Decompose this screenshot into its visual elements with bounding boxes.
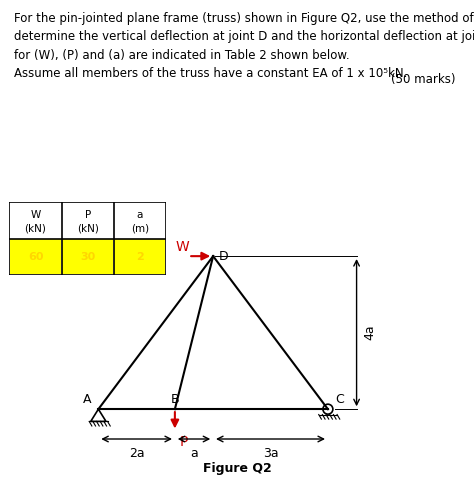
Text: A: A [83, 393, 91, 406]
Text: 2: 2 [136, 252, 144, 262]
Bar [62, 239, 113, 274]
Text: a: a [190, 447, 198, 460]
Text: 30: 30 [80, 252, 95, 262]
Text: 3a: 3a [263, 447, 278, 460]
Text: 2a: 2a [129, 447, 145, 460]
Text: C: C [335, 393, 344, 406]
Text: W: W [30, 210, 41, 220]
Text: (50 marks): (50 marks) [391, 73, 456, 86]
Text: (m): (m) [131, 224, 149, 233]
Bar [114, 239, 165, 274]
Text: 4a: 4a [364, 325, 376, 340]
Text: (kN): (kN) [25, 224, 46, 233]
Text: a: a [137, 210, 143, 220]
Text: (kN): (kN) [77, 224, 99, 233]
Text: 60: 60 [28, 252, 43, 262]
Bar [10, 239, 61, 274]
Text: W: W [176, 240, 190, 254]
Text: D: D [219, 250, 228, 263]
Text: B: B [171, 393, 179, 406]
Text: For the pin-jointed plane frame (truss) shown in Figure Q2, use the method of vi: For the pin-jointed plane frame (truss) … [14, 12, 474, 80]
Text: Figure Q2: Figure Q2 [202, 462, 272, 475]
Text: P: P [180, 435, 188, 449]
Text: P: P [84, 210, 91, 220]
